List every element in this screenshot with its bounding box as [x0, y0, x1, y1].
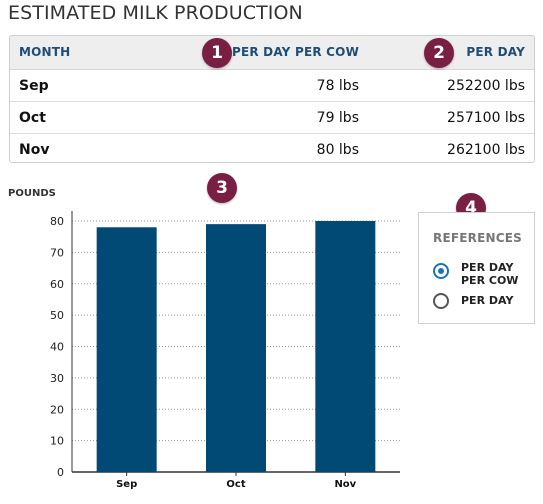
header-per-day-per-cow[interactable]: PER DAY PER COW — [231, 45, 359, 59]
table-row: Oct 79 lbs 257100 lbs — [10, 102, 534, 134]
chart-svg: 0 10 20 30 40 50 60 70 80 Sep Oct Nov — [50, 211, 400, 490]
production-table: MONTH PER DAY PER COW PER DAY Sep 78 lbs… — [9, 35, 535, 163]
table-row: Sep 78 lbs 252200 lbs — [10, 70, 534, 102]
table-header: MONTH PER DAY PER COW PER DAY — [10, 36, 534, 70]
y-tick-label: 80 — [50, 215, 64, 228]
page-title: ESTIMATED MILK PRODUCTION — [8, 2, 303, 24]
bar-oct — [206, 224, 266, 472]
cell-month: Sep — [19, 78, 49, 94]
table-row: Nov 80 lbs 262100 lbs — [10, 134, 534, 162]
cell-per-day: 257100 lbs — [447, 110, 525, 126]
x-tick-label: Oct — [226, 479, 245, 490]
y-axis-label: POUNDS — [8, 188, 56, 199]
cell-per-day-per-cow: 79 lbs — [316, 110, 359, 126]
y-tick-label: 10 — [50, 435, 64, 448]
bar-nov — [315, 221, 376, 472]
y-tick-label: 0 — [57, 466, 64, 479]
x-tick-label: Nov — [334, 479, 356, 490]
y-tick-label: 50 — [50, 309, 64, 322]
x-tick-label: Sep — [116, 479, 137, 490]
cell-month: Nov — [19, 142, 50, 158]
y-tick-label: 20 — [50, 403, 64, 416]
bar-chart: POUNDS 0 10 20 30 40 50 60 70 80 Sep Oct Nov — [0, 180, 410, 504]
reference-label-line1: PER DAY — [461, 294, 514, 307]
cell-month: Oct — [19, 110, 46, 126]
reference-label-line2: PER COW — [461, 274, 519, 287]
cell-per-day-per-cow: 78 lbs — [316, 78, 359, 94]
y-tick-label: 60 — [50, 278, 64, 291]
references-title: REFERENCES — [433, 231, 522, 245]
references-panel: REFERENCES PER DAY PER COW PER DAY — [418, 212, 535, 324]
cell-per-day: 252200 lbs — [447, 78, 525, 94]
callout-badge-2: 2 — [424, 38, 454, 68]
radio-button[interactable] — [433, 293, 449, 309]
y-tick-label: 40 — [50, 341, 64, 354]
callout-badge-1: 1 — [202, 38, 232, 68]
cell-per-day-per-cow: 80 lbs — [316, 142, 359, 158]
header-per-day[interactable]: PER DAY — [466, 45, 525, 59]
bar-sep — [96, 227, 157, 472]
header-month[interactable]: MONTH — [19, 45, 71, 59]
radio-button[interactable] — [433, 263, 449, 279]
y-tick-label: 70 — [50, 246, 64, 259]
y-tick-label: 30 — [50, 372, 64, 385]
reference-label-line1: PER DAY — [461, 261, 514, 274]
cell-per-day: 262100 lbs — [447, 142, 525, 158]
callout-badge-3: 3 — [207, 173, 237, 203]
